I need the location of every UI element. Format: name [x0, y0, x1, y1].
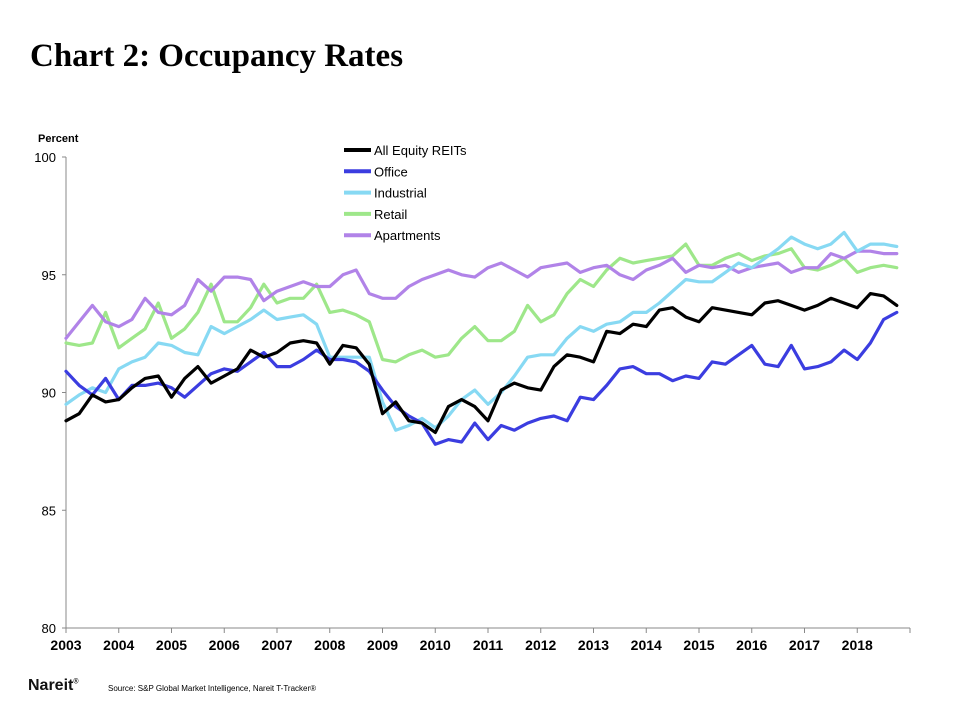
x-tick-label: 2006	[209, 637, 240, 653]
x-tick-label: 2008	[314, 637, 345, 653]
x-tick-label: 2005	[156, 637, 187, 653]
x-tick-label: 2011	[473, 637, 504, 653]
y-tick-label: 80	[42, 621, 56, 636]
series-line-all-equity-reits	[64, 292, 899, 435]
x-tick-label: 2004	[103, 637, 134, 653]
x-tick-label: 2018	[842, 637, 873, 653]
y-axis-label: Percent	[38, 133, 79, 145]
x-tick-label: 2014	[631, 637, 662, 653]
legend-label: Office	[374, 164, 408, 179]
y-tick-label: 100	[34, 150, 56, 165]
axes: 80 85 90 95 100 Percent 2003 2004 2005 2006 2007 20…	[34, 133, 911, 653]
nareit-logo: Nareit®	[28, 677, 79, 694]
x-tick-label: 2013	[578, 637, 609, 653]
legend-label: Apartments	[374, 228, 441, 243]
x-tick-label: 2009	[367, 637, 398, 653]
series-line-apartments	[64, 249, 899, 340]
x-tick-label: 2016	[736, 637, 767, 653]
series-line-retail	[64, 242, 899, 364]
y-tick-label: 95	[42, 268, 56, 283]
series-line-industrial	[64, 230, 899, 432]
x-tick-label: 2003	[50, 637, 81, 653]
x-tick-label: 2015	[683, 637, 714, 653]
y-tick-label: 85	[42, 503, 56, 518]
y-tick-label: 90	[42, 386, 56, 401]
series-lines	[64, 230, 899, 446]
legend-label: Industrial	[374, 186, 427, 201]
legend-label: All Equity REITs	[374, 143, 467, 158]
x-tick-label: 2012	[525, 637, 556, 653]
x-tick-label: 2017	[789, 637, 820, 653]
x-tick-label: 2007	[261, 637, 292, 653]
source-note: Source: S&P Global Market Intelligence, …	[108, 684, 317, 693]
chart-title: Chart 2: Occupancy Rates	[30, 38, 404, 74]
series-line-office	[64, 310, 899, 446]
legend: All Equity REITs Office Industrial Retail Ap…	[344, 143, 467, 243]
x-tick-label: 2010	[420, 637, 451, 653]
legend-label: Retail	[374, 207, 407, 222]
